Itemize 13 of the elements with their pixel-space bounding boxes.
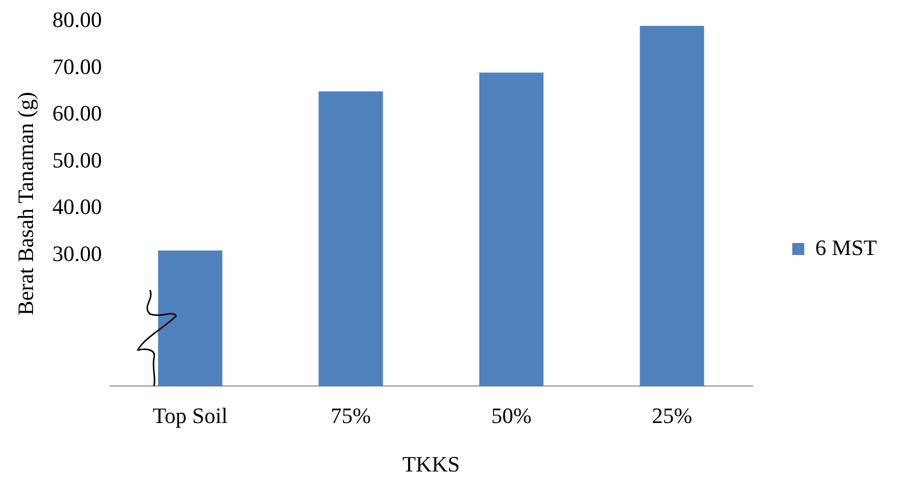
- x-tick-label: Top Soil: [152, 403, 228, 428]
- y-tick-label: 40.00: [52, 194, 102, 220]
- legend-label: 6 MST: [815, 234, 878, 260]
- x-axis-title: TKKS: [402, 452, 460, 477]
- y-axis-title: Berat Basah Tanaman (g): [12, 92, 38, 316]
- x-tick-label: 25%: [652, 403, 692, 428]
- x-tick-label: 50%: [491, 403, 532, 428]
- y-tick-label: 30.00: [52, 240, 102, 266]
- y-tick-label: 60.00: [52, 100, 102, 126]
- y-tick-label: 50.00: [52, 147, 102, 172]
- y-tick-label: 80.00: [52, 6, 102, 32]
- y-tick-label: 70.00: [52, 54, 102, 79]
- x-tick-label: 75%: [330, 403, 371, 428]
